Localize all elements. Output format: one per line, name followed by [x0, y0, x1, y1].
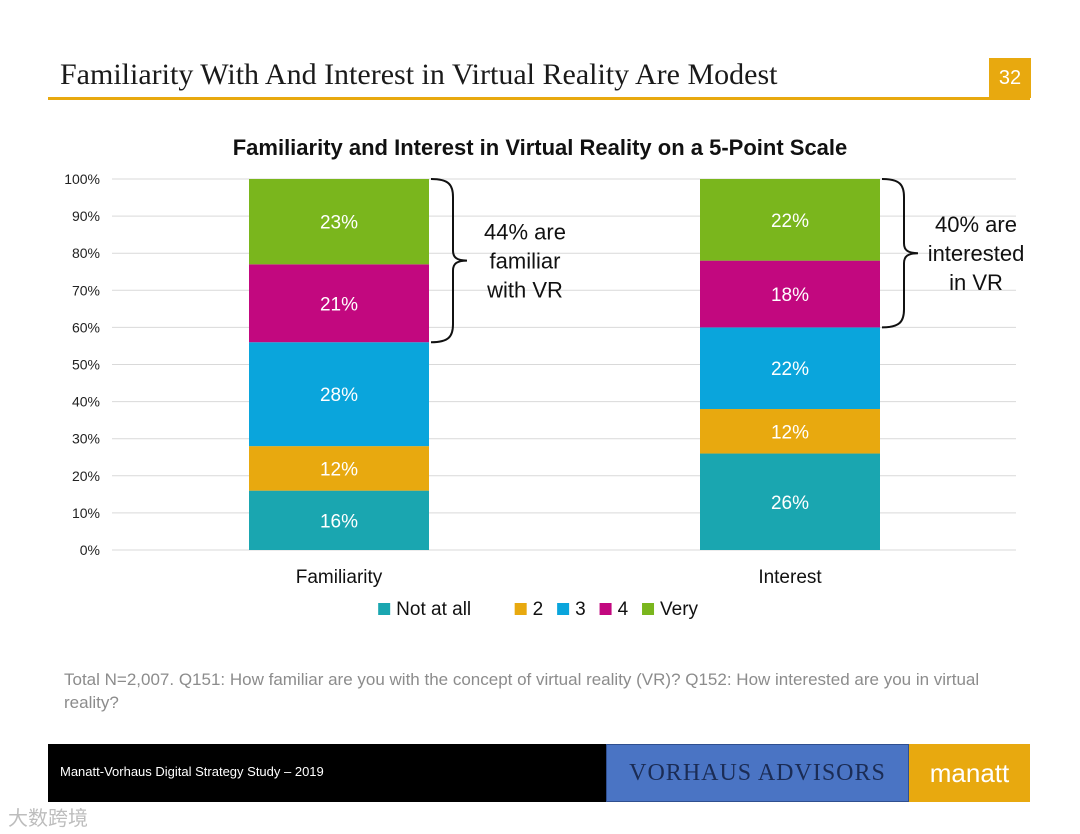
y-tick-label: 0% [80, 542, 100, 558]
bar-segment [700, 327, 880, 410]
vorhaus-logo: VORHAUS ADVISORS [606, 744, 909, 802]
bar-segment [249, 179, 429, 265]
y-tick-label: 90% [72, 208, 100, 224]
annotation-text: familiar [490, 249, 561, 274]
legend-label: Very [660, 599, 699, 620]
footer: Manatt-Vorhaus Digital Strategy Study – … [48, 744, 1030, 802]
annotation-text: interested [928, 241, 1025, 266]
annotation-text: 40% are [935, 212, 1017, 237]
legend-swatch [599, 603, 612, 615]
data-label: 22% [771, 359, 809, 380]
x-category-label: Interest [758, 567, 822, 588]
page-number: 32 [989, 58, 1031, 98]
stacked-bar-chart: Familiarity and Interest in Virtual Real… [64, 135, 1025, 620]
data-label: 12% [320, 459, 358, 480]
bar-segment [700, 260, 880, 328]
chart-title: Familiarity and Interest in Virtual Real… [233, 135, 848, 160]
y-tick-label: 30% [72, 431, 100, 447]
legend-swatch [642, 603, 655, 615]
footnote: Total N=2,007. Q151: How familiar are yo… [64, 670, 980, 712]
y-tick-label: 80% [72, 245, 100, 261]
annotation-bracket [430, 178, 468, 344]
annotation-text: in VR [949, 270, 1003, 295]
y-tick-label: 60% [72, 319, 100, 335]
y-tick-label: 50% [72, 357, 100, 373]
bar-segment [700, 179, 880, 261]
bar-segment [700, 409, 880, 454]
annotation-text: 44% are [484, 220, 566, 245]
watermark: 大数跨境 [8, 808, 88, 830]
legend-label: 2 [533, 599, 544, 620]
data-label: 26% [771, 493, 809, 514]
footer-study-name: Manatt-Vorhaus Digital Strategy Study – … [60, 764, 324, 779]
title-rule [48, 97, 1030, 100]
y-tick-label: 40% [72, 394, 100, 410]
data-label: 23% [320, 213, 358, 234]
legend-label: 3 [575, 599, 586, 620]
y-tick-label: 20% [72, 468, 100, 484]
data-label: 18% [771, 285, 809, 306]
x-category-label: Familiarity [296, 567, 383, 588]
data-label: 12% [771, 422, 809, 443]
y-tick-label: 10% [72, 505, 100, 521]
legend-label: Not at all [396, 599, 471, 620]
data-label: 21% [320, 294, 358, 315]
bar-segment [249, 342, 429, 447]
data-label: 22% [771, 211, 809, 232]
manatt-logo: manatt [909, 744, 1030, 802]
legend-swatch [378, 603, 391, 615]
legend-label: 4 [618, 599, 629, 620]
data-label: 16% [320, 511, 358, 532]
annotation-text: with VR [486, 278, 563, 303]
slide-title: Familiarity With And Interest in Virtual… [60, 58, 778, 91]
bar-segment [700, 453, 880, 550]
bar-segment [249, 446, 429, 491]
bar-segment [249, 264, 429, 343]
bar-segment [249, 490, 429, 550]
annotation-bracket [881, 178, 919, 329]
data-label: 28% [320, 385, 358, 406]
y-tick-label: 100% [64, 171, 100, 187]
legend-swatch [514, 603, 527, 615]
y-tick-label: 70% [72, 282, 100, 298]
legend-swatch [557, 603, 570, 615]
